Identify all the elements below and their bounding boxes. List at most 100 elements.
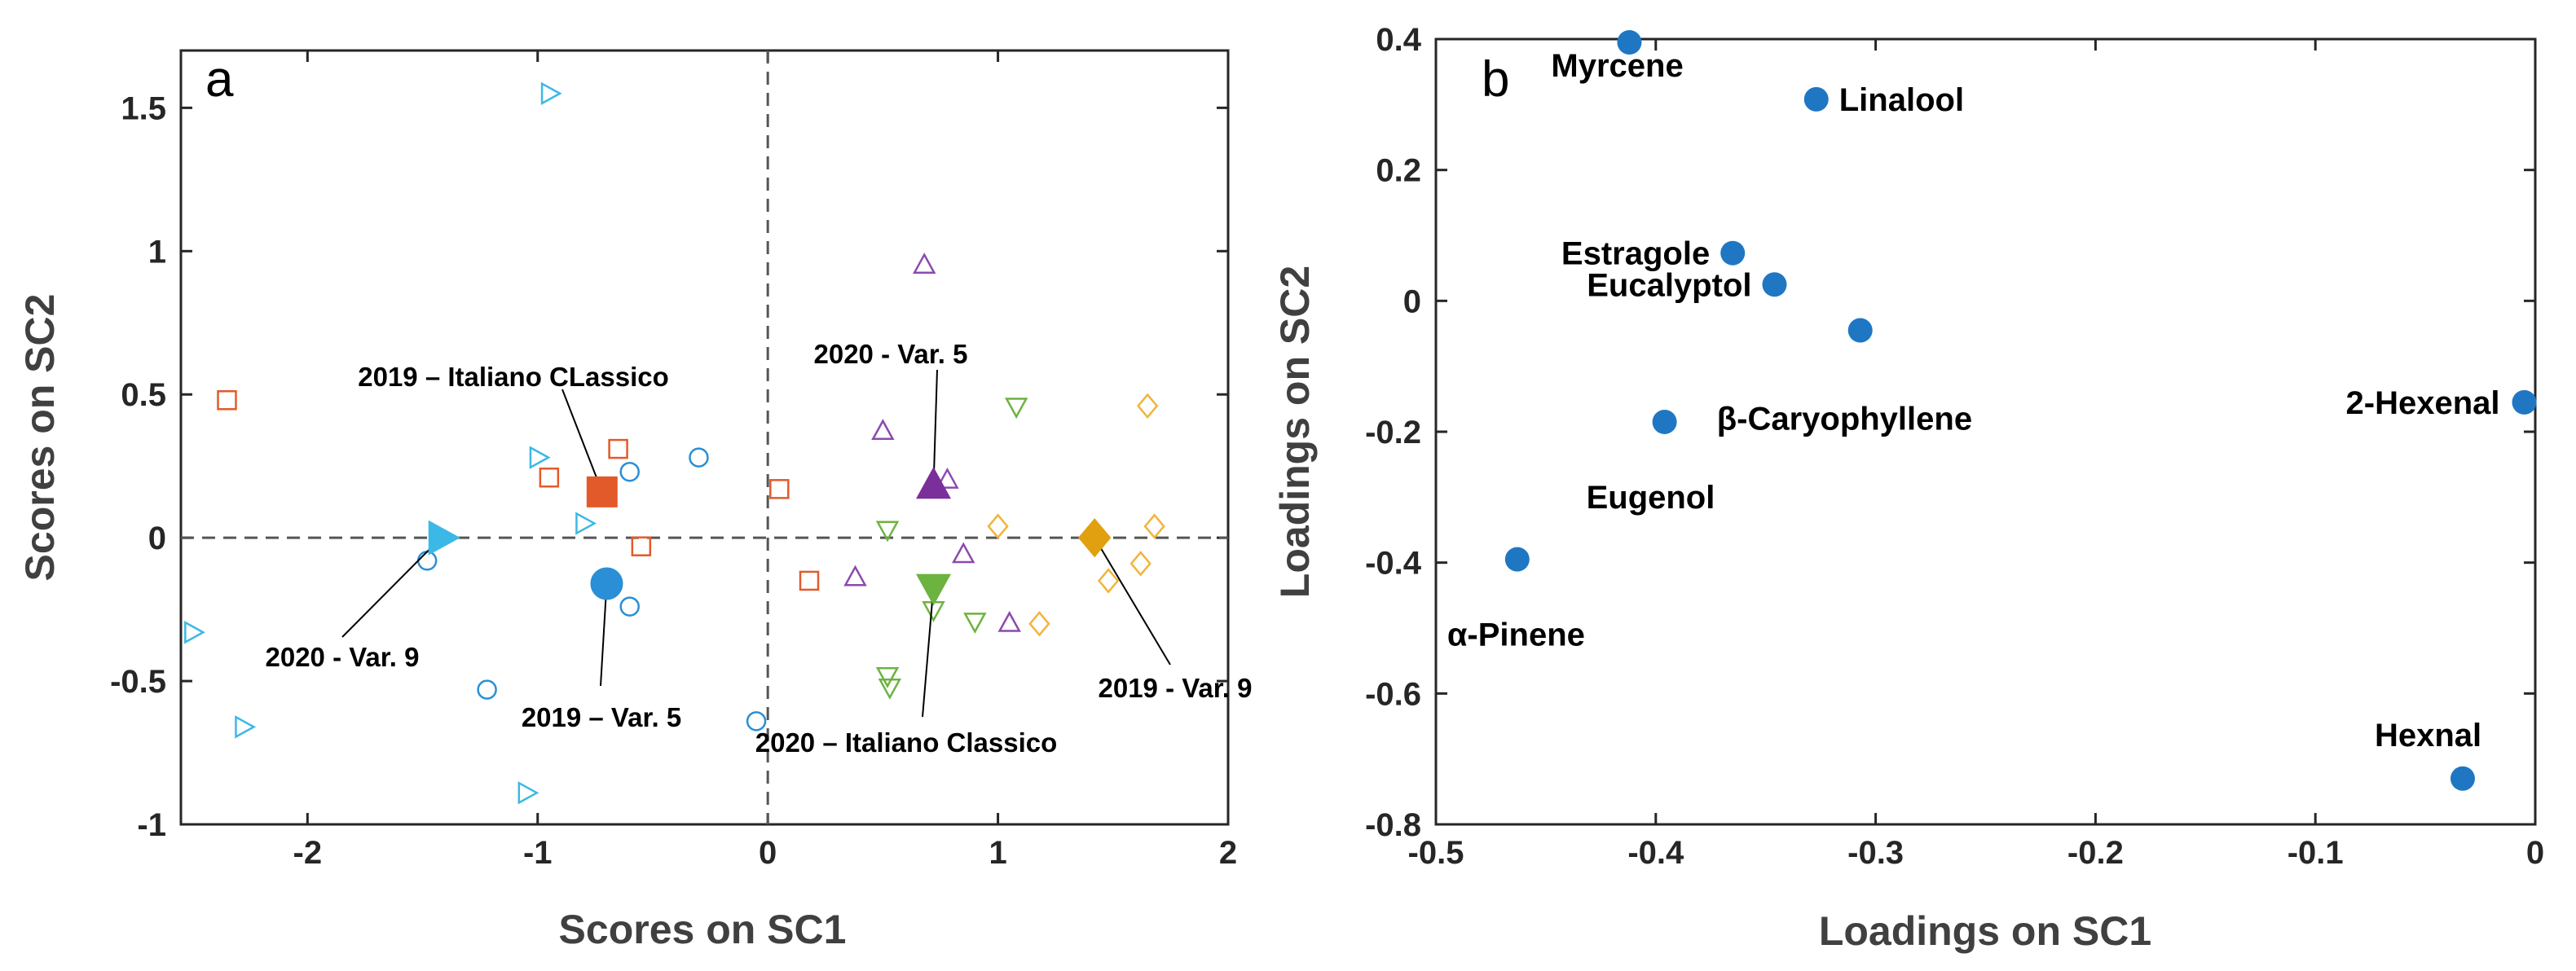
- sample-point-diamond: [1097, 568, 1120, 594]
- sample-point-triangle-right: [235, 715, 257, 739]
- sample-point-square: [608, 438, 628, 459]
- centroid-square: [586, 476, 618, 507]
- loading-point: [1617, 30, 1642, 55]
- y-tick-label: -0.2: [1365, 415, 1421, 450]
- annotation-label: 2019 – Italiano CLassico: [358, 362, 669, 392]
- loading-point-label: α-Pinene: [1447, 617, 1585, 653]
- sample-point-triangle-right: [529, 446, 551, 469]
- y-tick-label: 0.5: [121, 377, 166, 413]
- x-axis-label: Loadings on SC1: [1819, 908, 2151, 954]
- plot-frame: [179, 49, 1230, 826]
- x-tick-label: -0.2: [2067, 835, 2124, 871]
- sample-point-triangle-down: [875, 666, 900, 688]
- x-tick-label: -0.4: [1627, 835, 1684, 871]
- sample-point-triangle-right: [517, 781, 539, 805]
- sample-point-triangle-right: [184, 621, 205, 644]
- centroid-triangle-down: [916, 573, 951, 606]
- sample-point-diamond: [1143, 513, 1165, 539]
- sample-point-triangle-right: [540, 81, 562, 105]
- panel-label-a: a: [205, 51, 234, 108]
- annotation-label: 2019 - Var. 9: [1099, 673, 1253, 703]
- sample-point-circle: [746, 711, 767, 732]
- y-tick-label: 1.5: [121, 90, 166, 126]
- sample-point-circle: [619, 596, 640, 617]
- x-tick-label: 0: [759, 835, 777, 871]
- sample-point-triangle-up: [843, 565, 867, 587]
- sample-point-triangle-up: [952, 542, 975, 564]
- loading-point-label: Estragole: [1561, 236, 1710, 272]
- loading-point: [1504, 547, 1530, 572]
- loading-point-label: Eucalyptol: [1587, 267, 1751, 303]
- loading-point-label: Eugenol: [1587, 480, 1715, 516]
- x-tick-label: -1: [523, 835, 553, 871]
- sample-point-triangle-up: [936, 467, 959, 489]
- loading-point: [2450, 766, 2475, 791]
- sample-point-circle: [477, 679, 497, 700]
- centroid-diamond: [1077, 518, 1112, 558]
- centroid-circle: [590, 567, 623, 600]
- x-tick-label: -0.5: [1408, 835, 1464, 871]
- annotation-leader-line: [1094, 537, 1171, 666]
- sample-point-triangle-up: [997, 610, 1021, 632]
- loading-point: [2512, 389, 2537, 415]
- sample-point-square: [769, 479, 790, 499]
- x-tick-label: 2: [1219, 835, 1237, 871]
- centroid-triangle-up: [916, 467, 951, 499]
- x-tick-label: 0: [2526, 835, 2544, 871]
- sample-point-triangle-up: [871, 419, 895, 441]
- sample-point-square: [631, 536, 652, 556]
- x-axis-label: Scores on SC1: [559, 907, 847, 952]
- centroid-triangle-right: [428, 520, 460, 556]
- annotation-label: 2020 - Var. 9: [266, 642, 420, 672]
- y-tick-label: -0.8: [1365, 807, 1421, 843]
- sample-point-square: [799, 570, 820, 591]
- sample-point-diamond: [987, 513, 1009, 539]
- panel-a-score-plot: -2 -1 0 1 2 -1 -0.5 0 0.5 1 1.5 Scores on SC1 Scores…: [17, 49, 1253, 952]
- annotation-label: 2020 - Var. 5: [814, 339, 968, 369]
- sample-point-square: [217, 390, 237, 411]
- sample-point-triangle-down: [1004, 398, 1028, 420]
- loading-point: [1803, 86, 1829, 112]
- x-tick-label: 1: [989, 835, 1006, 871]
- loading-point: [1720, 240, 1746, 266]
- x-tick-label: -0.3: [1847, 835, 1904, 871]
- sample-point-triangle-right: [575, 512, 597, 535]
- panel-label-b: b: [1482, 51, 1509, 108]
- y-tick-label: 1: [148, 234, 166, 270]
- y-tick-label: 0: [148, 521, 166, 556]
- loading-point-label: Linalool: [1839, 82, 1964, 118]
- y-tick-label: -1: [137, 807, 166, 843]
- y-tick-label: 0.2: [1376, 153, 1421, 189]
- y-tick-label: 0: [1403, 283, 1421, 319]
- annotation-leader-line: [600, 583, 608, 687]
- sample-point-square: [539, 468, 560, 488]
- x-tick-label: -0.1: [2288, 835, 2344, 871]
- loading-point-label: 2-Hexenal: [2346, 385, 2500, 421]
- annotation-label: 2019 – Var. 5: [522, 702, 681, 732]
- sample-point-triangle-up: [912, 253, 936, 274]
- y-tick-label: -0.6: [1365, 676, 1421, 712]
- sample-point-triangle-down: [963, 613, 987, 634]
- y-axis-label: Scores on SC2: [17, 294, 63, 582]
- annotation-leader-line: [932, 369, 938, 486]
- loading-point-label: Hexnal: [2375, 718, 2481, 754]
- sample-point-triangle-down: [875, 521, 900, 543]
- y-axis-label: Loadings on SC2: [1272, 266, 1318, 598]
- sample-point-circle: [689, 447, 709, 468]
- loading-point: [1762, 272, 1787, 297]
- sample-point-diamond: [1136, 393, 1159, 419]
- annotation-leader-line: [561, 389, 603, 493]
- sample-point-circle: [619, 461, 640, 482]
- sample-point-diamond: [1028, 611, 1050, 637]
- annotation-leader-line: [341, 537, 442, 638]
- sample-point-triangle-down: [878, 679, 902, 700]
- sample-point-diamond: [1129, 551, 1151, 577]
- sample-point-circle: [416, 551, 438, 571]
- loading-point: [1652, 409, 1677, 434]
- panel-b-loading-plot: -0.5 -0.4 -0.3 -0.2 -0.1 0 -0.8 -0.6 -0.4 -0.2 0 0.…: [1272, 22, 2544, 954]
- y-tick-label: -0.4: [1365, 546, 1422, 582]
- loading-point: [1847, 318, 1873, 343]
- annotation-leader-line: [922, 586, 935, 718]
- plot-frame: [1434, 37, 2537, 826]
